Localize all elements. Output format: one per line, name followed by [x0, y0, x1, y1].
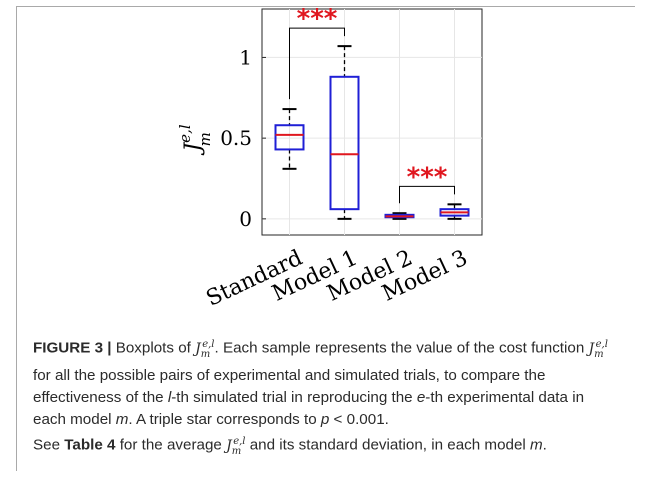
y-tick-label: 1 — [239, 45, 252, 69]
caption-text-6: . A triple star corresponds to — [128, 411, 321, 429]
plot-area — [261, 8, 483, 236]
j-symbol-1: Jme,l — [195, 339, 215, 360]
figure-caption: FIGURE 3 | Boxplots of Jme,l. Each sampl… — [33, 334, 618, 463]
iqr-box — [274, 124, 305, 151]
e-variable: e — [416, 389, 426, 407]
figure-frame — [16, 6, 635, 471]
caption-text-10: . — [542, 437, 547, 455]
bracket-line — [399, 185, 455, 204]
box-group — [329, 45, 360, 220]
bracket-line — [289, 27, 345, 100]
significance-bracket: *** — [399, 162, 455, 204]
caption-text-5: -th experimental data in each model — [33, 389, 585, 429]
y-axis-label-base: J — [181, 142, 206, 156]
j-symbol-3: Jme,l — [226, 436, 246, 457]
box-group — [384, 212, 415, 220]
significance-stars: *** — [297, 4, 338, 34]
box-group — [439, 203, 470, 220]
p-threshold: < 0.001. — [329, 411, 389, 429]
y-axis-label-sub: m — [196, 132, 214, 146]
y-axis-label: Je,l m — [176, 124, 214, 155]
y-axis-label-sup: e,l — [176, 124, 194, 143]
box-group — [274, 108, 305, 170]
significance-stars: *** — [407, 162, 448, 192]
iqr-box — [329, 75, 360, 211]
table-reference[interactable]: Table 4 — [64, 437, 116, 455]
l-variable: l — [167, 389, 172, 407]
caption-text-4: -th simulated trial in reproducing the — [171, 389, 417, 407]
p-variable: p — [320, 411, 330, 429]
j-symbol-2: Jme,l — [588, 339, 608, 360]
significance-bracket: *** — [289, 4, 345, 100]
caption-text-3: for all the possible pairs of experiment… — [33, 367, 546, 407]
figure-label: FIGURE 3 | — [33, 339, 112, 357]
caption-text-9: and its standard deviation, in each mode… — [245, 437, 531, 455]
caption-text-1: Boxplots of — [111, 339, 196, 357]
y-tick-label: 0.5 — [220, 126, 252, 150]
caption-text-8: for the average — [115, 437, 227, 455]
m-variable: m — [115, 411, 129, 429]
m-variable-2: m — [530, 437, 543, 455]
y-tick-label: 0 — [239, 207, 252, 231]
caption-text-2: . Each sample represents the value of th… — [214, 339, 589, 357]
caption-text-7: See — [33, 437, 65, 455]
